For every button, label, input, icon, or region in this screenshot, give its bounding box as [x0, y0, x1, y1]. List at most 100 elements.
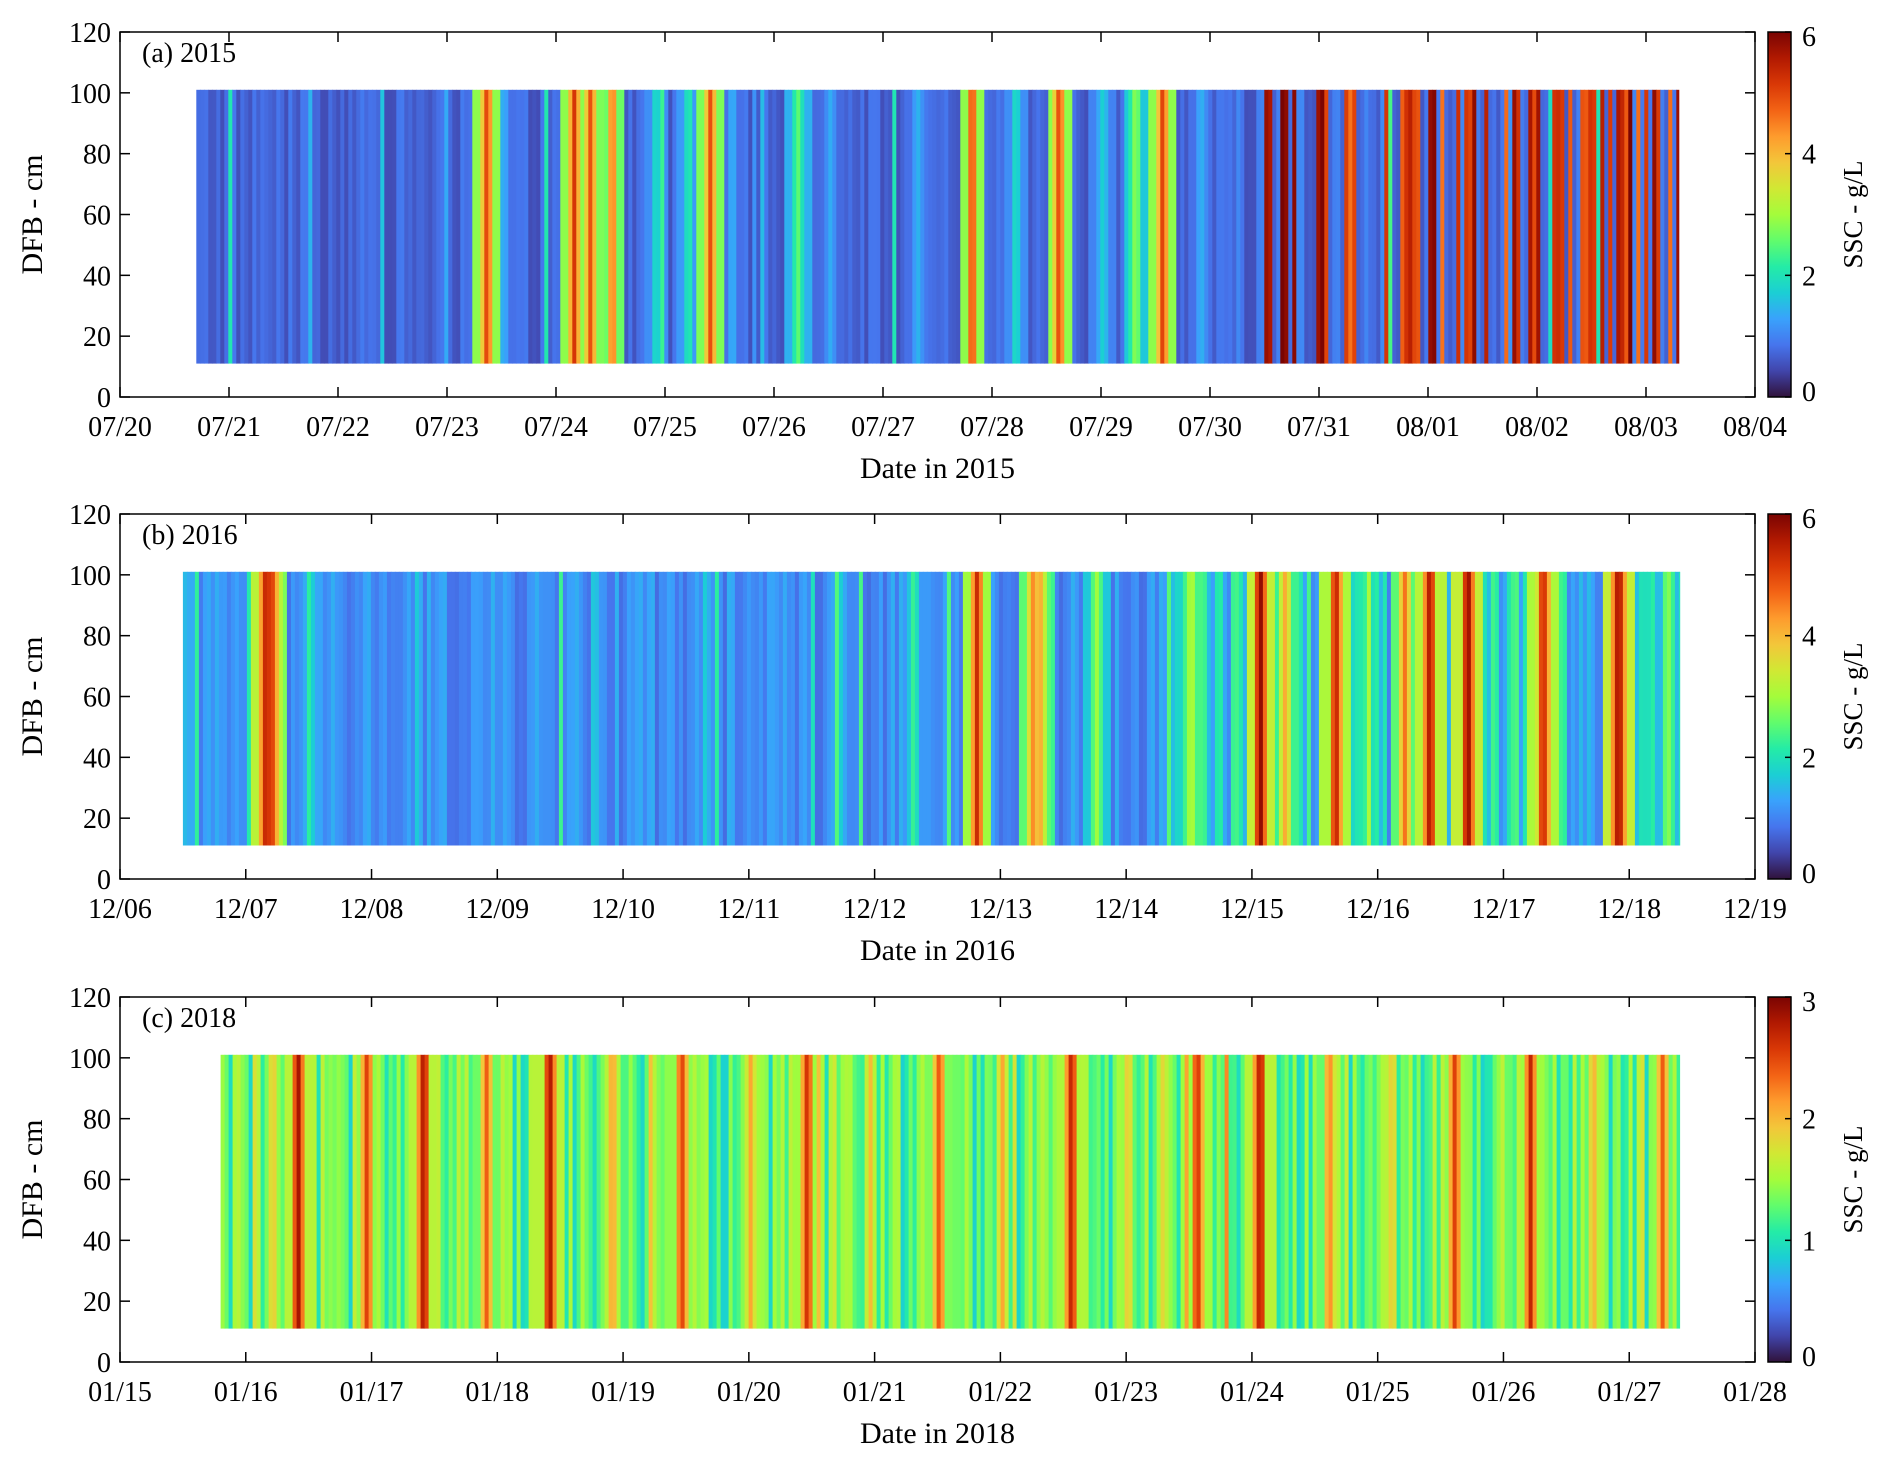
heatmap-column	[1308, 1054, 1314, 1329]
heatmap-column	[1300, 1054, 1306, 1329]
heatmap-column	[1612, 89, 1617, 364]
heatmap-column	[664, 1054, 670, 1329]
heatmap-column	[570, 571, 576, 846]
heatmap-column	[1004, 1054, 1010, 1329]
heatmap-column	[1488, 89, 1493, 364]
heatmap-column	[1508, 89, 1513, 364]
heatmap-column	[584, 1054, 590, 1329]
heatmap-column	[1184, 1054, 1190, 1329]
heatmap-column	[1198, 571, 1204, 846]
heatmap-column	[1258, 571, 1264, 846]
heatmap-column	[702, 571, 708, 846]
heatmap-column	[1578, 571, 1584, 846]
heatmap-column	[912, 89, 917, 364]
heatmap-column	[280, 1054, 286, 1329]
heatmap-column	[1492, 1054, 1498, 1329]
heatmap-column	[320, 1054, 326, 1329]
heatmap-column	[1476, 89, 1481, 364]
heatmap-column	[1480, 1054, 1486, 1329]
heatmap-column	[1646, 571, 1652, 846]
heatmap-column	[1074, 571, 1080, 846]
heatmap-column	[558, 571, 564, 846]
heatmap-column	[824, 1054, 830, 1329]
heatmap-column	[976, 1054, 982, 1329]
heatmap-column	[1114, 571, 1120, 846]
heatmap-column	[448, 1054, 454, 1329]
x-tick-label: 08/02	[1505, 412, 1569, 443]
heatmap-column	[1436, 1054, 1442, 1329]
heatmap-column	[644, 89, 649, 364]
heatmap-column	[340, 1054, 346, 1329]
y-axis-label: DFB - cm	[16, 637, 49, 757]
heatmap-column	[1562, 571, 1568, 846]
heatmap-column	[526, 571, 532, 846]
heatmap-column	[836, 89, 841, 364]
colorbar-tick-label: 4	[1802, 140, 1816, 171]
heatmap-column	[1672, 1054, 1678, 1329]
heatmap-column	[948, 89, 953, 364]
heatmap-column	[1376, 1054, 1382, 1329]
heatmap-column	[1608, 1054, 1614, 1329]
heatmap-column	[916, 89, 921, 364]
heatmap-column	[1670, 571, 1676, 846]
heatmap-column	[936, 89, 941, 364]
heatmap-column	[1388, 89, 1393, 364]
heatmap-column	[1616, 1054, 1622, 1329]
heatmap-column	[974, 571, 980, 846]
heatmap-column	[1448, 1054, 1454, 1329]
heatmap-column	[808, 89, 813, 364]
heatmap-column	[680, 1054, 686, 1329]
heatmap-column	[516, 1054, 522, 1329]
heatmap-column	[616, 89, 621, 364]
heatmap-column	[1518, 571, 1524, 846]
heatmap-column	[1656, 1054, 1662, 1329]
heatmap-column	[1062, 571, 1068, 846]
heatmap-column	[976, 89, 981, 364]
heatmap-column	[944, 89, 949, 364]
heatmap-column	[264, 1054, 270, 1329]
x-axis-label: Date in 2015	[860, 452, 1015, 485]
heatmap-column	[1332, 1054, 1338, 1329]
x-tick-label: 08/01	[1396, 412, 1460, 443]
heatmap-column	[980, 1054, 986, 1329]
heatmap-column	[1314, 571, 1320, 846]
heatmap-column	[1608, 89, 1613, 364]
heatmap-column	[408, 1054, 414, 1329]
heatmap-column	[1564, 89, 1569, 364]
heatmap-column	[952, 1054, 958, 1329]
heatmap-column	[504, 89, 509, 364]
heatmap-column	[498, 571, 504, 846]
heatmap-column	[404, 1054, 410, 1329]
heatmap-column	[556, 1054, 562, 1329]
heatmap-column	[1508, 1054, 1514, 1329]
heatmap-column	[480, 1054, 486, 1329]
heatmap-column	[1268, 1054, 1274, 1329]
heatmap-column	[1266, 571, 1272, 846]
heatmap-column	[796, 1054, 802, 1329]
heatmap-column	[312, 89, 317, 364]
heatmap-column	[466, 571, 472, 846]
heatmap-column	[798, 571, 804, 846]
heatmap-column	[784, 1054, 790, 1329]
heatmap-column	[650, 571, 656, 846]
y-tick-label: 60	[83, 201, 111, 232]
heatmap-column	[582, 571, 588, 846]
heatmap-column	[500, 1054, 506, 1329]
heatmap-column	[632, 89, 637, 364]
heatmap-column	[508, 1054, 514, 1329]
heatmap-column	[736, 1054, 742, 1329]
heatmap-column	[1016, 1054, 1022, 1329]
heatmap-column	[892, 89, 897, 364]
heatmap-column	[372, 89, 377, 364]
heatmap-column	[500, 89, 505, 364]
y-tick-label: 120	[69, 18, 111, 49]
heatmap-column	[1200, 1054, 1206, 1329]
heatmap-column	[1138, 571, 1144, 846]
heatmap-column	[1618, 571, 1624, 846]
heatmap-column	[1028, 89, 1033, 364]
heatmap-column	[1344, 89, 1349, 364]
heatmap-column	[1554, 571, 1560, 846]
heatmap-column	[1428, 1054, 1434, 1329]
heatmap-column	[1066, 571, 1072, 846]
